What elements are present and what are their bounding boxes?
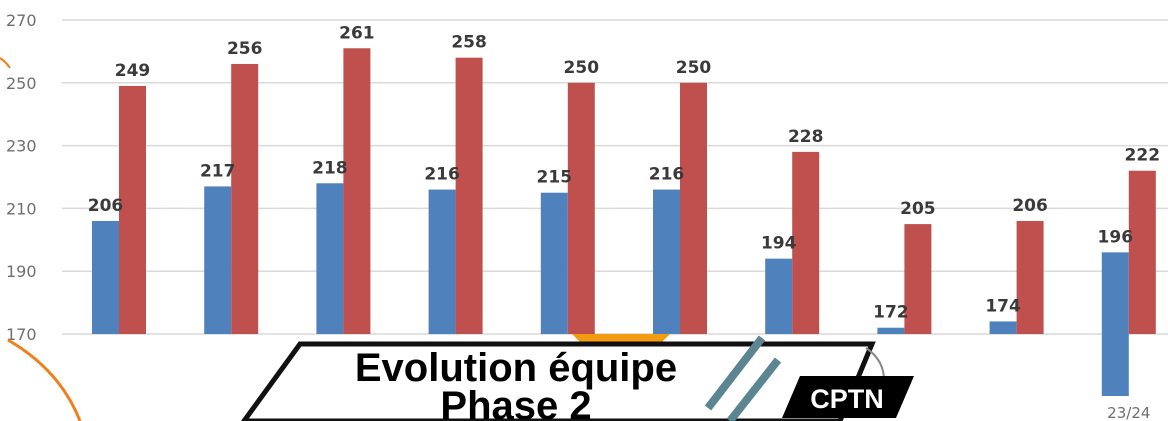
- bar-series-1: [540, 192, 568, 334]
- y-tick-label: 210: [6, 199, 37, 218]
- bar-series-1: [204, 186, 232, 334]
- data-label: 218: [312, 158, 348, 178]
- data-label: 256: [227, 39, 263, 59]
- bar-series-1: [1101, 252, 1129, 396]
- data-label: 250: [676, 58, 712, 78]
- bar-series-1: [92, 220, 119, 334]
- bar-series-2: [680, 82, 707, 334]
- bar-series-2: [904, 224, 932, 334]
- x-tick-label: 23/24: [1107, 404, 1150, 421]
- data-label: 174: [985, 296, 1021, 316]
- bar-series-2: [792, 151, 820, 334]
- banner-slash-2: [726, 357, 782, 421]
- bar-series-2: [343, 48, 371, 334]
- bar-series-2: [1016, 220, 1044, 334]
- bar-series-2: [231, 63, 259, 335]
- data-label: 206: [88, 196, 124, 216]
- data-label: 206: [1012, 196, 1048, 216]
- bar-series-2: [1128, 170, 1156, 334]
- data-label: 196: [1098, 227, 1134, 247]
- bar-series-1: [765, 258, 793, 334]
- y-tick-label: 170: [6, 325, 37, 344]
- data-label: 261: [339, 23, 375, 43]
- badge-text: CPTN: [810, 384, 884, 414]
- data-label: 216: [424, 165, 460, 185]
- y-tick-label: 230: [6, 137, 37, 156]
- banner-title-line2: Phase 2: [440, 384, 591, 421]
- data-label: 222: [1125, 146, 1161, 166]
- data-label: 205: [900, 199, 936, 219]
- data-label: 216: [649, 165, 685, 185]
- bar-series-2: [567, 82, 595, 334]
- data-label: 217: [200, 161, 236, 181]
- data-label: 258: [451, 33, 487, 53]
- bar-series-2: [119, 85, 146, 334]
- badge-shape: [782, 376, 914, 418]
- y-tick-label: 270: [6, 11, 37, 30]
- data-label: 194: [761, 234, 797, 254]
- banner-slash-1: [704, 335, 766, 411]
- data-label: 249: [115, 61, 151, 81]
- bar-series-1: [989, 321, 1017, 334]
- y-tick-label: 250: [6, 74, 37, 93]
- data-labels: 206 217 218 216 215 216 194 172 174 196 249 256 261 2…: [88, 23, 1160, 322]
- y-tick-label: 190: [6, 262, 37, 281]
- bar-series-1: [653, 189, 680, 334]
- data-label: 228: [788, 127, 824, 147]
- banner-title-line1: Evolution équipe: [355, 346, 677, 390]
- orange-arc-decoration: [7, 338, 82, 421]
- bar-series-1: [428, 189, 456, 334]
- data-label: 250: [564, 58, 600, 78]
- x-axis-labels: 23/24: [1107, 404, 1150, 421]
- y-axis: 170 190 210 230 250 270: [6, 11, 37, 344]
- bar-series-1: [316, 183, 344, 334]
- bar-series-2: [455, 57, 483, 335]
- data-label: 215: [537, 168, 573, 188]
- bars: [92, 48, 1156, 396]
- data-label: 172: [873, 303, 909, 323]
- orange-arc-decoration-top: [0, 57, 11, 69]
- bar-series-1: [877, 327, 905, 334]
- title-banner: Evolution équipe Phase 2 CPTN: [240, 335, 914, 421]
